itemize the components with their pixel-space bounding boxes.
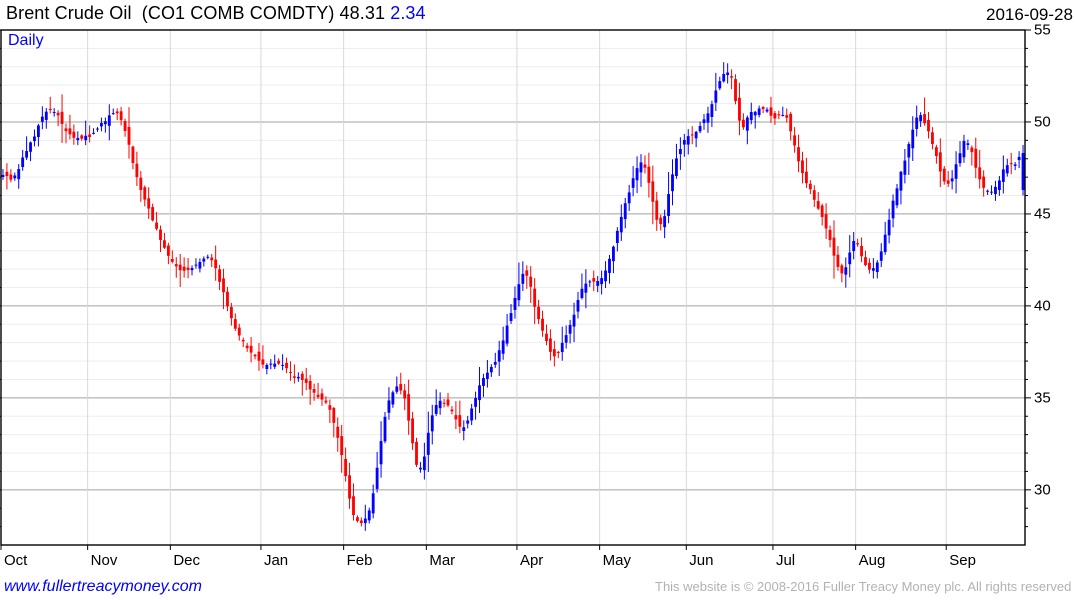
svg-text:40: 40 bbox=[1034, 297, 1051, 314]
svg-text:May: May bbox=[603, 552, 632, 569]
svg-text:30: 30 bbox=[1034, 481, 1051, 498]
svg-text:Dec: Dec bbox=[173, 552, 200, 569]
svg-text:Feb: Feb bbox=[347, 552, 373, 569]
svg-text:Jan: Jan bbox=[264, 552, 288, 569]
svg-text:50: 50 bbox=[1034, 113, 1051, 130]
svg-text:35: 35 bbox=[1034, 389, 1051, 406]
svg-text:Jul: Jul bbox=[776, 552, 795, 569]
svg-text:Sep: Sep bbox=[949, 552, 976, 569]
svg-text:Aug: Aug bbox=[859, 552, 886, 569]
svg-text:Nov: Nov bbox=[91, 552, 118, 569]
svg-text:Jun: Jun bbox=[689, 552, 713, 569]
svg-text:Mar: Mar bbox=[429, 552, 455, 569]
svg-text:45: 45 bbox=[1034, 205, 1051, 222]
svg-text:Oct: Oct bbox=[4, 552, 28, 569]
svg-text:Apr: Apr bbox=[520, 552, 543, 569]
